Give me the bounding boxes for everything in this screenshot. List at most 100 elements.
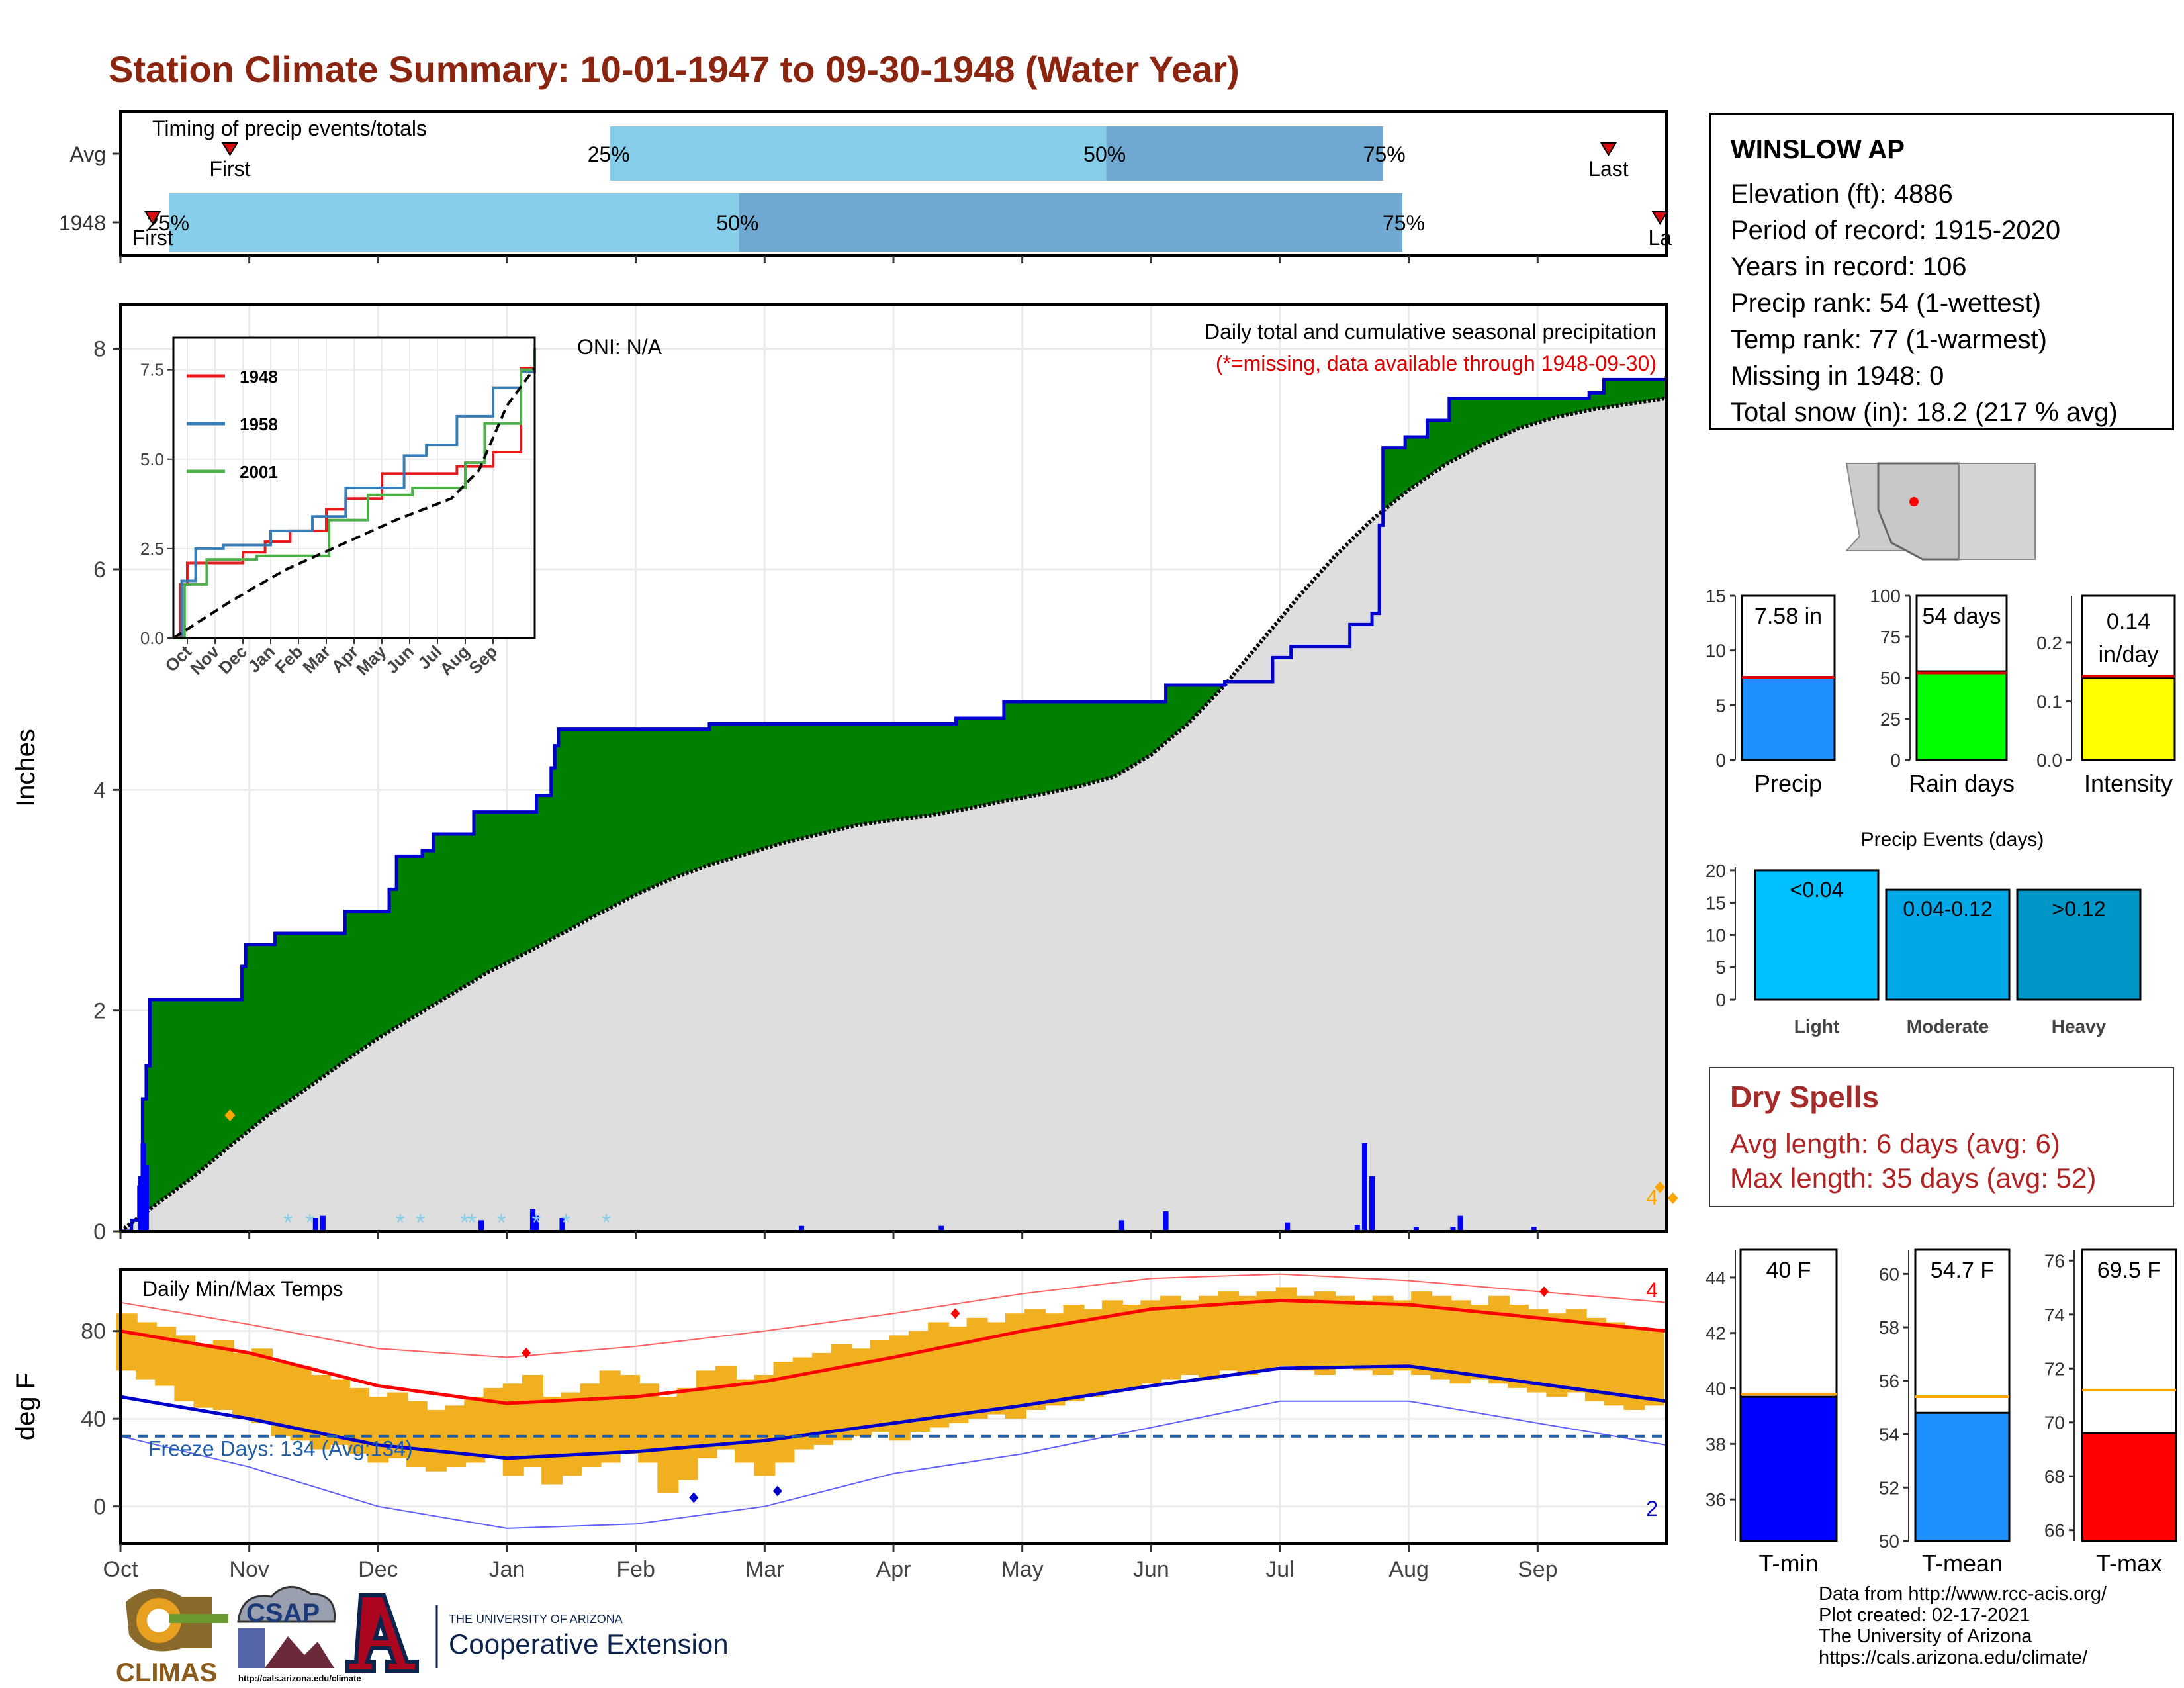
daily-temp-range-bar — [1469, 1304, 1490, 1380]
temp-mean-chart-y-tick-label: 50 — [1879, 1531, 1899, 1552]
daily-precip-bar — [478, 1220, 484, 1231]
daily-temp-range-bar — [870, 1339, 891, 1432]
rain-days-chart: 0 25 50 75 100 54 days Rain days — [1870, 586, 2015, 797]
station-location-dot — [1909, 497, 1919, 506]
oni-annotation: ONI: N/A — [577, 335, 662, 359]
daily-temp-range-bar — [502, 1383, 524, 1476]
csap-url: http://cals.arizona.edu/climate — [238, 1673, 361, 1683]
temp-y-tick-label: 80 — [81, 1319, 106, 1344]
inset-y-tick-label: 5.0 — [140, 449, 164, 469]
daily-temp-range-bar — [754, 1374, 776, 1476]
snow-marker: * — [416, 1209, 425, 1236]
daily-temp-range-bar — [657, 1397, 679, 1493]
inset-legend-label: 2001 — [240, 462, 278, 482]
temp-min-chart-y-tick-label: 36 — [1706, 1489, 1726, 1510]
station-info-panel: WINSLOW AP Elevation (ft): 4886 Period o… — [1709, 113, 2174, 430]
daily-temp-range-bar — [541, 1397, 563, 1485]
timing-bar-q3 — [1106, 126, 1383, 181]
station-precip-rank: Precip rank: 54 (1-wettest) — [1731, 289, 2042, 318]
temp-mean-chart: 50 52 54 56 58 60 54.7 F T-mean — [1879, 1248, 2011, 1577]
daily-precip-bar — [1457, 1215, 1463, 1231]
inset-y-tick-label: 2.5 — [140, 539, 164, 559]
daily-temp-range-bar — [1527, 1309, 1549, 1393]
temp-mean-chart-category-label: T-mean — [1922, 1550, 2003, 1577]
daily-temp-range-bar — [135, 1322, 157, 1380]
precip-events-y-tick-label: 0 — [1715, 990, 1726, 1010]
timing-last-label: Last — [1588, 157, 1629, 181]
intensity-chart-y-tick-label: 0.1 — [2036, 691, 2062, 712]
inset-legend-label: 1948 — [240, 367, 278, 387]
record-low-marker — [689, 1492, 699, 1503]
timing-first-label: First — [209, 157, 250, 181]
record-min-line — [120, 1400, 1667, 1529]
temp-min-chart: 36 38 40 42 44 40 F T-min — [1706, 1248, 1838, 1577]
month-tick-label: Apr — [876, 1557, 911, 1582]
daily-temp-range-bar — [193, 1344, 215, 1408]
dry-spells-avg: Avg length: 6 days (avg: 6) — [1730, 1128, 2060, 1159]
precip-record-count: 4 — [1646, 1186, 1658, 1209]
daily-temp-range-bar — [251, 1348, 273, 1423]
university-of-arizona-logo: THE UNIVERSITY OF ARIZONA Cooperative Ex… — [345, 1593, 729, 1673]
temp-min-chart-y-tick-label: 42 — [1706, 1323, 1726, 1344]
daily-temp-range-bar — [174, 1335, 196, 1401]
daily-temp-range-bar — [1044, 1313, 1066, 1406]
snow-marker: * — [561, 1209, 570, 1236]
intensity-chart: 0.0 0.1 0.2 0.14 in/day Intensity — [2036, 594, 2176, 797]
daily-temp-range-bar — [599, 1370, 621, 1463]
month-tick-label: Jan — [489, 1557, 525, 1582]
precip-total-chart-y-tick-label: 0 — [1715, 750, 1726, 771]
station-temp-rank: Temp rank: 77 (1-warmest) — [1731, 325, 2047, 354]
record-low-marker — [772, 1485, 782, 1497]
station-years: Years in record: 106 — [1731, 252, 1967, 281]
map-new-mexico — [1958, 463, 2036, 560]
temp-max-chart-y-tick-label: 72 — [2044, 1358, 2065, 1379]
temperature-chart: Freeze Days: 134 (Avg:134) Daily Min/Max … — [11, 1268, 1668, 1582]
rain-days-chart-y-tick-label: 75 — [1880, 627, 1901, 647]
snow-marker: * — [602, 1209, 611, 1236]
temp-chart-title: Daily Min/Max Temps — [142, 1277, 343, 1301]
inset-y-tick-label: 7.5 — [140, 360, 164, 380]
credit-data-source: Data from http://www.rcc-acis.org/ — [1819, 1583, 2107, 1605]
snow-marker: * — [467, 1209, 477, 1236]
daily-temp-range-bar — [1140, 1300, 1162, 1384]
inset-series-line-1948 — [173, 366, 536, 639]
rain-days-chart-value-label: 54 days — [1922, 604, 2001, 629]
daily-temp-range-bar — [232, 1352, 253, 1419]
record-precip-marker — [224, 1109, 236, 1121]
credits: Data from http://www.rcc-acis.org/ Plot … — [1819, 1583, 2107, 1668]
dry-spells-heading: Dry Spells — [1730, 1080, 1879, 1114]
timing-bar-q3 — [739, 193, 1402, 252]
precip-events-y-tick-label: 5 — [1715, 957, 1726, 978]
precip-y-tick-label: 8 — [93, 337, 106, 362]
month-tick-label: Jul — [1265, 1557, 1294, 1582]
temp-mean-chart-bar — [1914, 1411, 2011, 1542]
timing-bar-q2 — [169, 193, 739, 252]
inset-series-line-1958 — [173, 348, 536, 639]
temp-mean-chart-y-tick-label: 58 — [1879, 1317, 1899, 1338]
precip-y-tick-label: 2 — [93, 999, 106, 1024]
month-tick-label: May — [1001, 1557, 1044, 1582]
precip-events-y-tick-label: 15 — [1706, 893, 1726, 914]
snow-marker: * — [283, 1209, 293, 1236]
daily-temp-range-bar — [735, 1379, 756, 1463]
timing-p75-label: 75% — [1363, 142, 1406, 166]
daily-precip-bar — [1413, 1227, 1419, 1231]
daily-precip-bar — [1361, 1143, 1367, 1231]
precip-y-tick-label: 0 — [93, 1219, 106, 1244]
snow-marker: * — [396, 1209, 405, 1236]
csap-logo: CSAP http://cals.arizona.edu/climate — [237, 1585, 361, 1683]
temp-y-tick-label: 0 — [93, 1495, 106, 1520]
daily-precip-bar — [1354, 1225, 1360, 1231]
month-tick-label: Jun — [1133, 1557, 1169, 1582]
first-event-marker — [221, 142, 239, 156]
inset-average-line — [172, 367, 536, 639]
station-name: WINSLOW AP — [1731, 135, 1905, 164]
first-event-marker — [144, 211, 161, 225]
record-precip-marker — [1667, 1192, 1678, 1204]
daily-temp-range-bar — [908, 1331, 930, 1432]
temp-mean-chart-value-label: 54.7 F — [1931, 1258, 1994, 1283]
month-tick-label: Nov — [229, 1557, 269, 1582]
precip-total-chart-y-tick-label: 5 — [1715, 695, 1726, 716]
